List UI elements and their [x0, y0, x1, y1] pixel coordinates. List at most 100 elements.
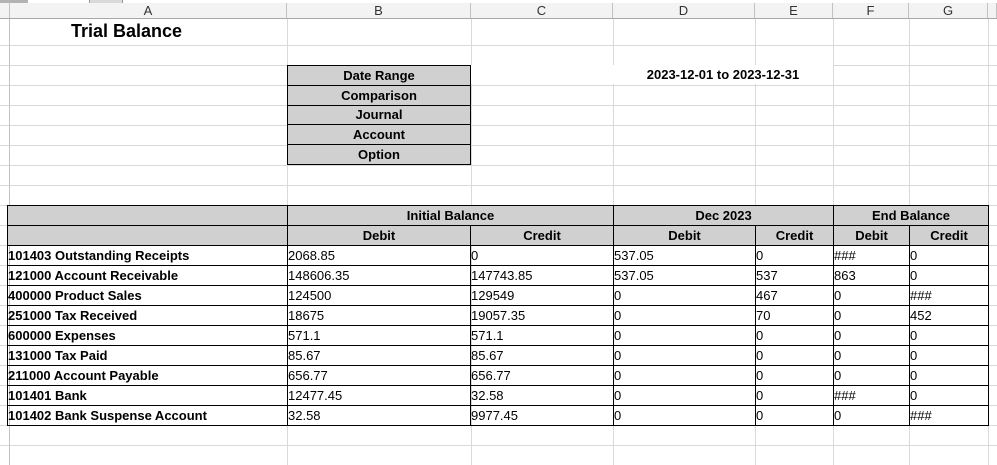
value-cell[interactable]: 0 [833, 305, 911, 326]
value-cell[interactable]: 571.1 [287, 325, 471, 346]
column-header-a[interactable]: A [10, 3, 287, 18]
account-cell[interactable]: 121000 Account Receivable [7, 265, 288, 286]
account-cell[interactable]: 211000 Account Payable [7, 365, 288, 386]
value-cell[interactable]: 0 [833, 345, 911, 366]
date-range-value[interactable]: 2023-12-01 to 2023-12-31 [471, 65, 833, 84]
column-header-e[interactable]: E [755, 3, 833, 18]
value-cell[interactable]: 9977.45 [469, 405, 615, 426]
value-cell[interactable]: ### [909, 405, 990, 426]
column-header-f[interactable]: F [833, 3, 909, 18]
value-cell[interactable]: ### [833, 385, 911, 406]
subheader-period-debit[interactable]: Debit [613, 225, 757, 246]
trial-balance-table: Initial Balance Dec 2023 End Balance Deb… [7, 205, 990, 426]
column-header-d[interactable]: D [613, 3, 755, 18]
value-cell[interactable]: 0 [755, 325, 835, 346]
group-header-row: Initial Balance Dec 2023 End Balance [7, 205, 990, 226]
table-row: 121000 Account Receivable 148606.35 1477… [7, 265, 990, 286]
value-cell[interactable]: 656.77 [469, 365, 615, 386]
value-cell[interactable]: ### [833, 245, 911, 266]
account-cell[interactable]: 400000 Product Sales [7, 285, 288, 306]
value-cell[interactable]: 32.58 [287, 405, 471, 426]
value-cell[interactable]: 863 [833, 265, 911, 286]
value-cell[interactable]: 0 [755, 245, 835, 266]
value-cell[interactable]: 0 [909, 325, 990, 346]
value-cell[interactable]: 0 [613, 305, 757, 326]
table-row: 101402 Bank Suspense Account 32.58 9977.… [7, 405, 990, 426]
column-header-h-stub [988, 3, 997, 18]
page-title[interactable]: Trial Balance [10, 19, 287, 45]
value-cell[interactable]: 452 [909, 305, 990, 326]
value-cell[interactable]: 0 [909, 365, 990, 386]
value-cell[interactable]: 0 [833, 365, 911, 386]
account-cell[interactable]: 101403 Outstanding Receipts [7, 245, 288, 266]
value-cell[interactable]: 656.77 [287, 365, 471, 386]
account-cell[interactable]: 131000 Tax Paid [7, 345, 288, 366]
subheader-row: Debit Credit Debit Credit Debit Credit [7, 225, 990, 246]
value-cell[interactable]: 18675 [287, 305, 471, 326]
value-cell[interactable]: 2068.85 [287, 245, 471, 266]
value-cell[interactable]: 0 [755, 405, 835, 426]
subheader-initial-debit[interactable]: Debit [287, 225, 471, 246]
account-cell[interactable]: 101401 Bank [7, 385, 288, 406]
value-cell[interactable]: 0 [833, 285, 911, 306]
value-cell[interactable]: 537.05 [613, 245, 757, 266]
account-cell[interactable]: 101402 Bank Suspense Account [7, 405, 288, 426]
value-cell[interactable]: 0 [833, 405, 911, 426]
filter-label-account[interactable]: Account [288, 125, 470, 146]
filter-label-date-range[interactable]: Date Range [288, 66, 470, 86]
value-cell[interactable]: 537.05 [613, 265, 757, 286]
value-cell[interactable]: 85.67 [469, 345, 615, 366]
toolbar-remnant [0, 0, 28, 3]
value-cell[interactable]: 32.58 [469, 385, 615, 406]
column-header-g[interactable]: G [909, 3, 988, 18]
filter-label-option[interactable]: Option [358, 147, 400, 163]
value-cell[interactable]: 0 [613, 285, 757, 306]
value-cell[interactable]: 467 [755, 285, 835, 306]
table-row: 101401 Bank 12477.45 32.58 0 0 ### 0 [7, 385, 990, 406]
value-cell[interactable]: 0 [469, 245, 615, 266]
value-cell[interactable]: 147743.85 [469, 265, 615, 286]
column-header-c[interactable]: C [471, 3, 613, 18]
value-cell[interactable]: 85.67 [287, 345, 471, 366]
value-cell[interactable]: 0 [755, 345, 835, 366]
value-cell[interactable]: 0 [833, 325, 911, 346]
filter-label-journal[interactable]: Journal [288, 106, 470, 126]
value-cell[interactable]: 0 [613, 385, 757, 406]
subheader-initial-credit[interactable]: Credit [469, 225, 615, 246]
value-cell[interactable]: 537 [755, 265, 835, 286]
subheader-period-credit[interactable]: Credit [755, 225, 835, 246]
value-cell[interactable]: 12477.45 [287, 385, 471, 406]
table-row: 400000 Product Sales 124500 129549 0 467… [7, 285, 990, 306]
value-cell[interactable]: 0 [909, 385, 990, 406]
value-cell[interactable]: 129549 [469, 285, 615, 306]
group-header-spacer[interactable] [7, 205, 288, 226]
table-row: 600000 Expenses 571.1 571.1 0 0 0 0 [7, 325, 990, 346]
value-cell[interactable]: 0 [755, 365, 835, 386]
group-header-end-balance[interactable]: End Balance [833, 205, 990, 226]
subheader-spacer[interactable] [7, 225, 288, 246]
value-cell[interactable]: 0 [755, 385, 835, 406]
value-cell[interactable]: 0 [613, 345, 757, 366]
subheader-end-debit[interactable]: Debit [833, 225, 911, 246]
column-header-b[interactable]: B [287, 3, 471, 18]
group-header-period[interactable]: Dec 2023 [613, 205, 835, 226]
value-cell[interactable]: 571.1 [469, 325, 615, 346]
subheader-end-credit[interactable]: Credit [909, 225, 990, 246]
value-cell[interactable]: ### [909, 285, 990, 306]
group-header-initial-balance[interactable]: Initial Balance [286, 205, 615, 226]
row-header-corner [0, 3, 10, 18]
filter-label-comparison[interactable]: Comparison [288, 86, 470, 106]
value-cell[interactable]: 19057.35 [469, 305, 615, 326]
value-cell[interactable]: 148606.35 [287, 265, 471, 286]
value-cell[interactable]: 70 [755, 305, 835, 326]
value-cell[interactable]: 124500 [287, 285, 471, 306]
value-cell[interactable]: 0 [909, 345, 990, 366]
value-cell[interactable]: 0 [613, 365, 757, 386]
value-cell[interactable]: 0 [909, 245, 990, 266]
value-cell[interactable]: 0 [909, 265, 990, 286]
value-cell[interactable]: 0 [613, 405, 757, 426]
account-cell[interactable]: 251000 Tax Received [7, 305, 288, 326]
account-cell[interactable]: 600000 Expenses [7, 325, 288, 346]
value-cell[interactable]: 0 [613, 325, 757, 346]
